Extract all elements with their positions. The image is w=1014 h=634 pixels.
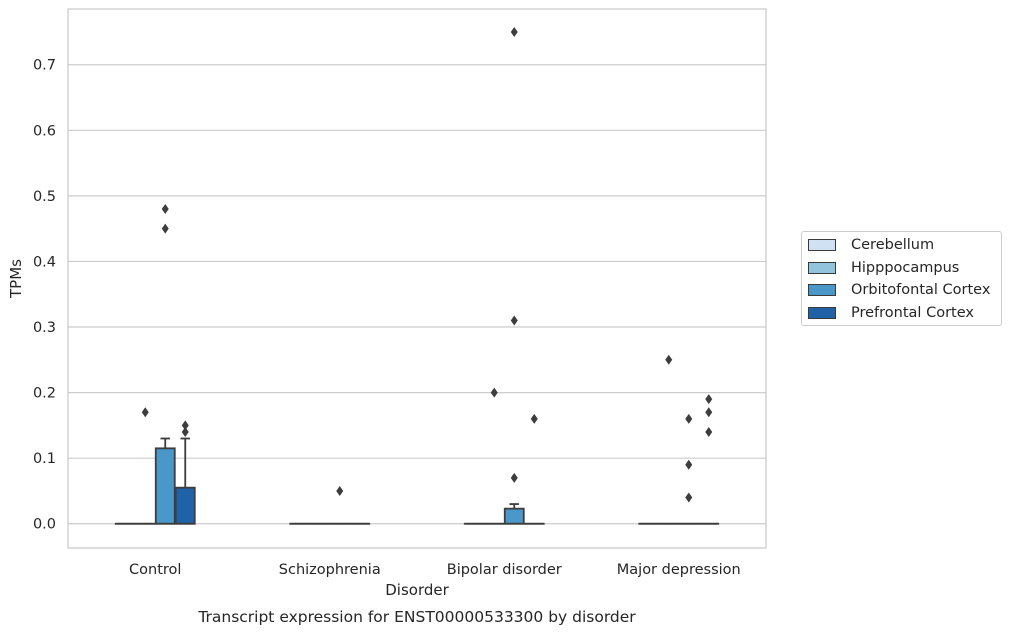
x-tick-label: Control — [129, 562, 181, 578]
outlier-point — [705, 426, 713, 437]
x-tick-label: Bipolar disorder — [447, 562, 562, 578]
box-layer — [114, 26, 720, 525]
box — [174, 486, 196, 525]
y-tick-label: 0.0 — [33, 517, 56, 533]
outlier-point — [685, 413, 693, 424]
tick-labels: 0.0 0.1 0.2 0.3 0.4 0.5 0.6 0.7 Control Schizophr… — [33, 58, 741, 578]
y-tick-label: 0.3 — [33, 320, 56, 336]
outlier-point — [685, 459, 693, 470]
y-tick-label: 0.2 — [33, 386, 56, 402]
outlier-point — [490, 387, 498, 398]
box — [154, 447, 176, 525]
legend-label: Orbitofontal Cortex — [851, 282, 991, 298]
outlier-point — [510, 315, 518, 326]
outlier-point — [530, 413, 538, 424]
outlier-point — [665, 354, 673, 365]
outlier-point — [705, 394, 713, 405]
legend: Cerebellum Hipppocampus Orbitofontal Cor… — [801, 231, 1002, 326]
x-axis-label: Disorder — [385, 581, 449, 599]
legend-swatch — [808, 284, 836, 296]
y-tick-label: 0.1 — [33, 451, 56, 467]
x-tick-label: Major depression — [617, 562, 741, 578]
box — [503, 507, 525, 525]
outlier-point — [181, 426, 189, 437]
legend-label: Hipppocampus — [851, 260, 960, 276]
outlier-point — [161, 223, 169, 234]
outlier-point — [181, 420, 189, 431]
y-tick-label: 0.6 — [33, 123, 56, 139]
outlier-point — [336, 485, 344, 496]
y-tick-label: 0.4 — [33, 254, 56, 270]
outlier-point — [141, 407, 149, 418]
outlier-point — [685, 492, 693, 503]
legend-swatch — [808, 239, 836, 251]
outlier-point — [510, 472, 518, 483]
outlier-point — [510, 26, 518, 37]
legend-swatch — [808, 307, 836, 319]
y-tick-label: 0.5 — [33, 189, 56, 205]
y-axis-label: TPMs — [7, 259, 25, 299]
chart-title: Transcript expression for ENST0000053330… — [197, 608, 636, 626]
x-tick-label: Schizophrenia — [279, 562, 381, 578]
grid-lines — [68, 64, 766, 525]
plot-area-frame — [67, 8, 767, 549]
y-tick-label: 0.7 — [33, 58, 56, 74]
outlier-point — [161, 203, 169, 214]
outlier-point — [705, 407, 713, 418]
legend-label: Prefrontal Cortex — [851, 305, 974, 321]
legend-swatch — [808, 262, 836, 274]
legend-label: Cerebellum — [851, 237, 935, 253]
